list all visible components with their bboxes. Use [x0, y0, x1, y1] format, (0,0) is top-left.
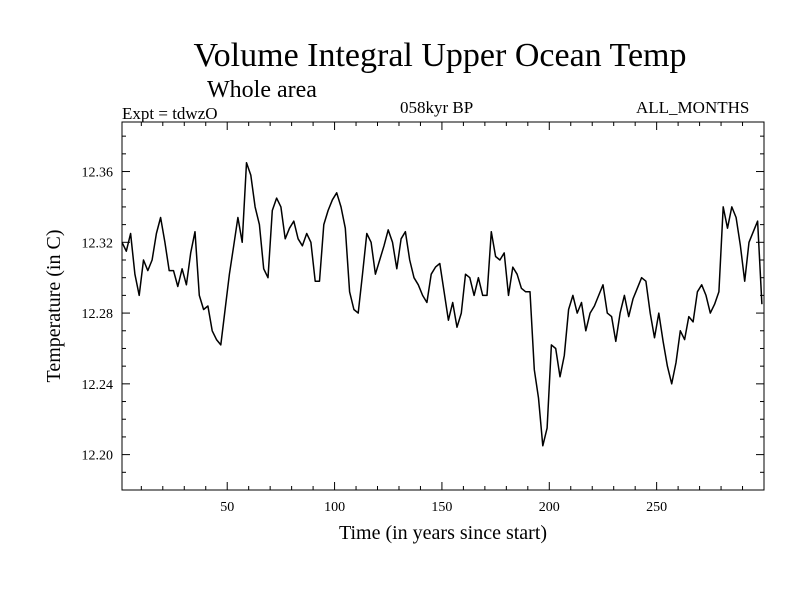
x-tick-label: 50: [220, 500, 234, 515]
tick-labels: 50 100 150 200 250 12.20 12.24 12.28 12.32 12.36: [82, 166, 668, 515]
x-tick-label: 250: [646, 500, 667, 515]
x-tick-label: 200: [539, 500, 560, 515]
series-line: [121, 161, 763, 447]
x-tick-label: 150: [431, 500, 452, 515]
tick-marks: [122, 122, 764, 490]
period-label: 058kyr BP: [400, 98, 474, 117]
y-tick-label: 12.24: [82, 378, 114, 393]
experiment-label: Expt = tdwzO: [122, 104, 218, 123]
y-tick-label: 12.20: [82, 449, 114, 464]
y-tick-label: 12.28: [82, 307, 114, 322]
chart-title: Volume Integral Upper Ocean Temp: [193, 37, 687, 74]
y-axis-label: Temperature (in C): [43, 229, 65, 383]
plot-frame: [121, 121, 765, 491]
months-label: ALL_MONTHS: [636, 98, 750, 117]
x-axis-label: Time (in years since start): [338, 522, 548, 544]
x-tick-label: 100: [324, 500, 345, 515]
y-tick-label: 12.32: [82, 236, 114, 251]
chart-subtitle: Whole area: [207, 77, 317, 103]
y-tick-label: 12.36: [82, 166, 114, 181]
